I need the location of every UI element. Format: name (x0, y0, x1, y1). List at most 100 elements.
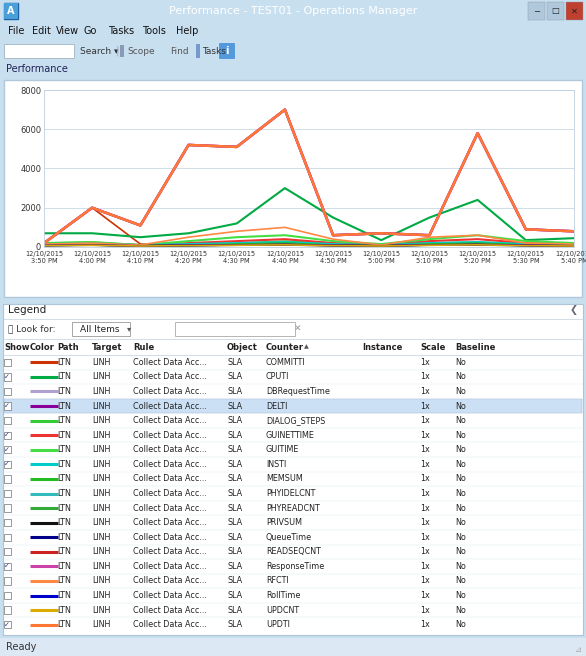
Bar (528, 2, 545, 20)
Text: READSEQCNT: READSEQCNT (266, 547, 321, 556)
Bar (4, 519, 11, 526)
Bar (566, 2, 583, 20)
Text: ✓: ✓ (4, 374, 10, 380)
Text: Collect Data Acc...: Collect Data Acc... (133, 373, 207, 381)
Text: SLA: SLA (227, 518, 242, 527)
Text: Legend: Legend (8, 305, 46, 315)
Text: LTN: LTN (57, 460, 71, 469)
Text: SLA: SLA (227, 547, 242, 556)
Text: Color: Color (30, 342, 55, 352)
Text: Object: Object (227, 342, 258, 352)
Text: LINH: LINH (92, 460, 110, 469)
Text: No: No (455, 460, 466, 469)
Text: Collect Data Acc...: Collect Data Acc... (133, 591, 207, 600)
Text: 1x: 1x (420, 460, 430, 469)
Text: Collect Data Acc...: Collect Data Acc... (133, 416, 207, 425)
Text: ✓: ✓ (4, 622, 10, 628)
Text: UPDTI: UPDTI (266, 620, 290, 629)
Text: QueueTime: QueueTime (266, 533, 312, 542)
Text: Tools: Tools (142, 26, 166, 36)
Text: 1x: 1x (420, 373, 430, 381)
Text: File: File (8, 26, 25, 36)
Bar (4, 607, 11, 614)
Text: Collect Data Acc...: Collect Data Acc... (133, 504, 207, 512)
Text: 1x: 1x (420, 358, 430, 367)
Text: Collect Data Acc...: Collect Data Acc... (133, 547, 207, 556)
Text: ✕: ✕ (571, 7, 578, 16)
Text: LINH: LINH (92, 518, 110, 527)
Text: SLA: SLA (227, 445, 242, 454)
Text: A: A (7, 6, 15, 16)
Text: Path: Path (57, 342, 79, 352)
Text: LTN: LTN (57, 445, 71, 454)
Text: Go: Go (84, 26, 97, 36)
Bar (4, 3, 18, 19)
Text: Performance - TEST01 - Operations Manager: Performance - TEST01 - Operations Manage… (169, 6, 417, 16)
Bar (4, 388, 11, 395)
Bar (4, 563, 11, 570)
Text: Collect Data Acc...: Collect Data Acc... (133, 445, 207, 454)
Text: Scope: Scope (127, 47, 155, 56)
Text: LINH: LINH (92, 605, 110, 615)
Bar (175, 322, 295, 336)
Text: Collect Data Acc...: Collect Data Acc... (133, 387, 207, 396)
Text: RFCTI: RFCTI (266, 577, 289, 585)
Text: No: No (455, 431, 466, 440)
Text: Collect Data Acc...: Collect Data Acc... (133, 562, 207, 571)
Text: LINH: LINH (92, 533, 110, 542)
Text: No: No (455, 387, 466, 396)
Text: Collect Data Acc...: Collect Data Acc... (133, 474, 207, 483)
Text: Collect Data Acc...: Collect Data Acc... (133, 605, 207, 615)
Text: No: No (455, 577, 466, 585)
Text: LINH: LINH (92, 577, 110, 585)
Text: DIALOG_STEPS: DIALOG_STEPS (266, 416, 325, 425)
Text: LTN: LTN (57, 387, 71, 396)
Text: No: No (455, 620, 466, 629)
Text: DELTI: DELTI (266, 401, 287, 411)
Text: □: □ (551, 7, 560, 16)
Text: ✓: ✓ (4, 403, 10, 409)
Text: 1x: 1x (420, 547, 430, 556)
Text: 1x: 1x (420, 620, 430, 629)
Text: Find: Find (170, 47, 189, 56)
Bar (72, 322, 130, 336)
Text: 1x: 1x (420, 474, 430, 483)
Text: No: No (455, 547, 466, 556)
Text: 1x: 1x (420, 533, 430, 542)
Text: LINH: LINH (92, 431, 110, 440)
Text: GUINETTIME: GUINETTIME (266, 431, 315, 440)
Text: SLA: SLA (227, 431, 242, 440)
Text: ▾: ▾ (127, 325, 131, 333)
Bar (4, 3, 18, 19)
Bar (4, 533, 11, 541)
Text: Show: Show (4, 342, 29, 352)
Text: 1x: 1x (420, 445, 430, 454)
Text: Search ▾: Search ▾ (80, 47, 118, 56)
FancyBboxPatch shape (219, 43, 235, 59)
Text: SLA: SLA (227, 373, 242, 381)
Text: SLA: SLA (227, 460, 242, 469)
Text: Collect Data Acc...: Collect Data Acc... (133, 518, 207, 527)
Text: LINH: LINH (92, 387, 110, 396)
Text: PHYREADCNT: PHYREADCNT (266, 504, 320, 512)
Text: No: No (455, 562, 466, 571)
Bar (196, 44, 200, 58)
Text: ▲: ▲ (304, 344, 309, 350)
Text: No: No (455, 474, 466, 483)
Text: LINH: LINH (92, 562, 110, 571)
Text: SLA: SLA (227, 562, 242, 571)
Text: Baseline: Baseline (455, 342, 495, 352)
Text: LINH: LINH (92, 504, 110, 512)
Text: Collect Data Acc...: Collect Data Acc... (133, 489, 207, 498)
Text: ResponseTime: ResponseTime (266, 562, 324, 571)
Bar (4, 417, 11, 424)
Text: 1x: 1x (420, 489, 430, 498)
Text: SLA: SLA (227, 504, 242, 512)
Text: ✓: ✓ (4, 461, 10, 467)
Text: Collect Data Acc...: Collect Data Acc... (133, 620, 207, 629)
Text: LINH: LINH (92, 416, 110, 425)
Text: LINH: LINH (92, 620, 110, 629)
Bar (4, 373, 11, 380)
Bar (4, 592, 11, 599)
Text: Collect Data Acc...: Collect Data Acc... (133, 358, 207, 367)
